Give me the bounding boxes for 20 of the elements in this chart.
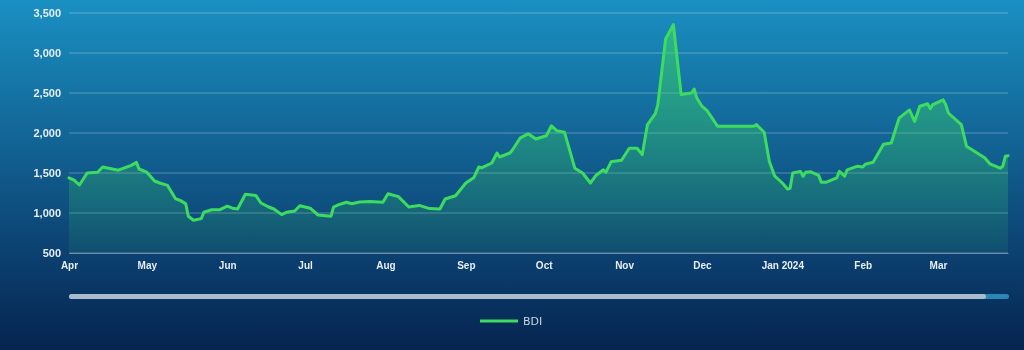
x-tick-label: Aug xyxy=(376,260,396,272)
x-tick-label: Nov xyxy=(615,260,635,272)
x-tick-label: Feb xyxy=(854,260,873,272)
x-tick-label: May xyxy=(137,260,158,272)
y-tick-label: 2,000 xyxy=(33,127,61,140)
y-tick-label: 1,000 xyxy=(33,207,61,220)
y-tick-label: 3,000 xyxy=(33,47,61,60)
x-tick-label: Jan 2024 xyxy=(761,260,805,272)
x-tick-label: Dec xyxy=(693,260,713,272)
y-tick-label: 1,500 xyxy=(33,167,61,180)
x-tick-label: Oct xyxy=(535,260,554,272)
x-tick-label: Jun xyxy=(218,260,237,272)
x-tick-label: Jul xyxy=(298,260,313,272)
x-tick-label: Sep xyxy=(457,260,476,272)
y-tick-label: 500 xyxy=(42,247,61,260)
y-tick-label: 2,500 xyxy=(33,87,61,100)
x-tick-label: Apr xyxy=(60,260,79,272)
y-tick-label: 3,500 xyxy=(33,7,61,20)
legend-label: BDI xyxy=(523,315,543,328)
x-tick-label: Mar xyxy=(929,260,948,272)
